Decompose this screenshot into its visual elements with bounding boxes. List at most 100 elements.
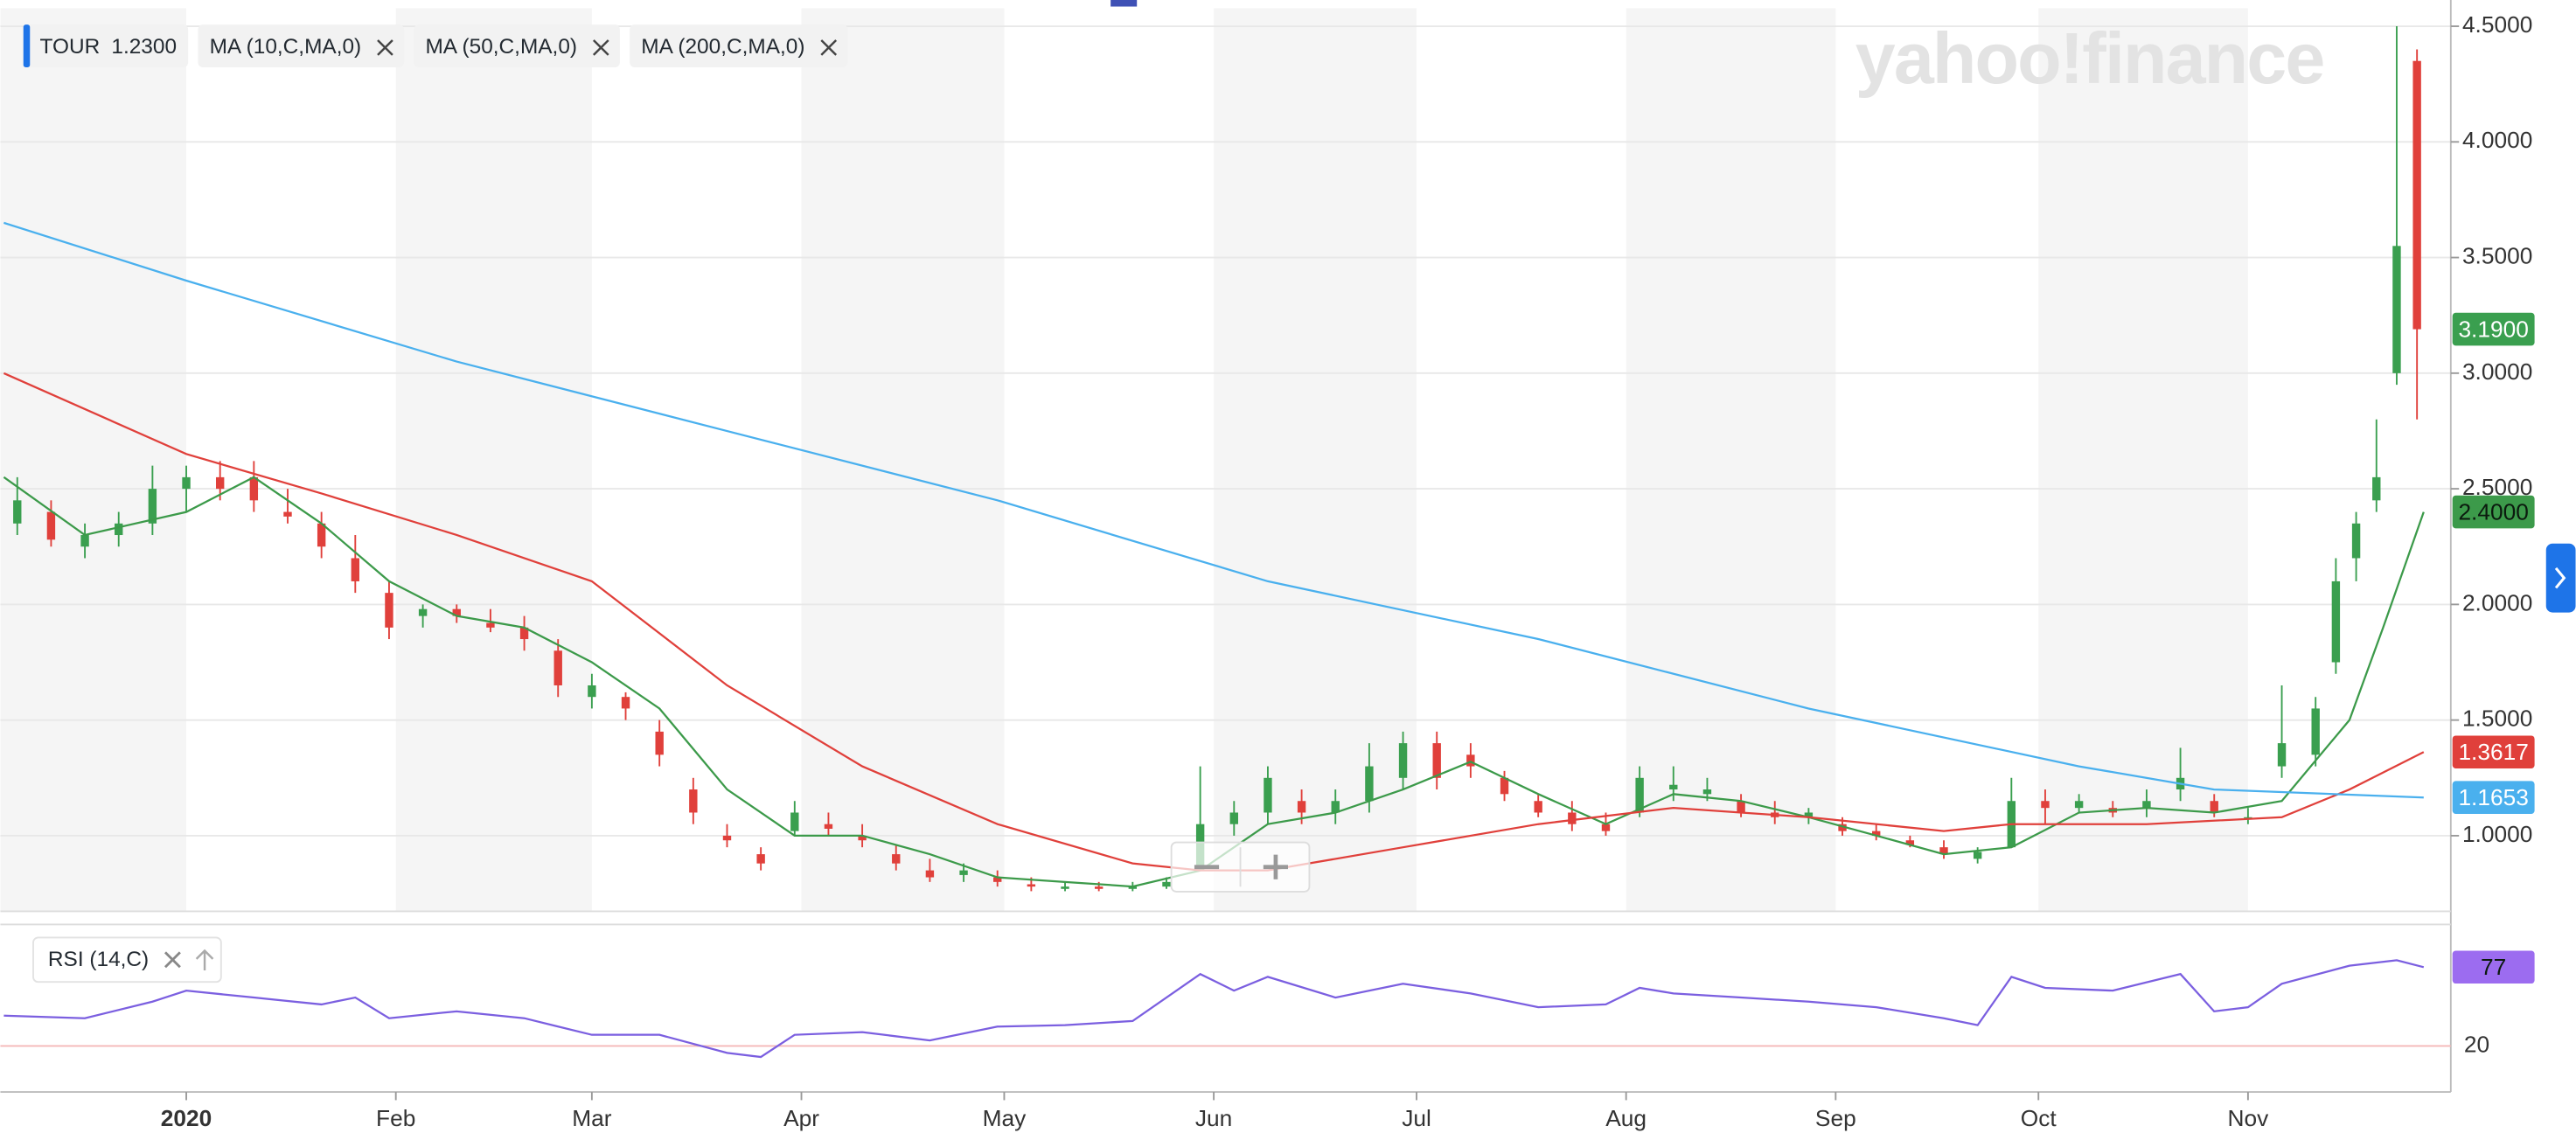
price-tag <box>2452 495 2535 529</box>
y-tick-label: 2.0000 <box>2462 589 2532 615</box>
chip-close[interactable] <box>592 39 609 56</box>
candle-body <box>1466 754 1475 767</box>
month-band <box>1626 8 1836 912</box>
chip-close[interactable] <box>377 39 393 56</box>
month-band <box>2038 8 2248 912</box>
candle-body <box>2074 801 2084 809</box>
x-tick-label: Sep <box>1815 1105 1856 1131</box>
legend-chip[interactable]: MA (10,C,MA,0) <box>198 24 405 68</box>
y-tick-label: 3.5000 <box>2462 243 2532 269</box>
candle-body <box>1905 840 1915 845</box>
candle-body <box>2372 476 2381 501</box>
series-line <box>3 959 2425 1059</box>
month-band <box>801 8 1005 912</box>
series-line <box>3 476 2425 888</box>
price-tag-label: 1.1653 <box>2458 784 2528 810</box>
candle-body <box>2351 523 2361 559</box>
candle-body <box>1027 884 1036 887</box>
candle-body <box>2392 246 2401 373</box>
candle-body <box>486 622 495 628</box>
candle-body <box>655 731 664 755</box>
y-tick-label: 3.0000 <box>2462 358 2532 385</box>
candle-body <box>722 835 732 841</box>
candle-body <box>13 500 22 524</box>
candle-body <box>1229 812 1238 824</box>
candle-body <box>959 870 968 875</box>
candle-body <box>2142 801 2151 809</box>
candle-body <box>892 854 901 864</box>
candle-body <box>588 685 596 698</box>
indicator-chip[interactable]: RSI (14,C) <box>32 936 222 984</box>
x-tick-label: Feb <box>376 1105 415 1131</box>
candle-body <box>283 511 292 517</box>
chip-close[interactable] <box>820 39 838 56</box>
candle-body <box>993 877 1002 882</box>
price-tag <box>2452 781 2535 814</box>
y-tick-label: 20 <box>2464 1031 2489 1057</box>
candle-body <box>1297 801 1306 813</box>
chip-bg[interactable] <box>198 24 405 68</box>
candle-body <box>1432 743 1441 778</box>
x-tick-label: Nov <box>2228 1105 2270 1131</box>
candle-body <box>1094 886 1104 889</box>
candle-body <box>756 854 765 864</box>
candle-body <box>1568 812 1577 824</box>
candle-body <box>858 835 867 841</box>
candle-body <box>1838 824 1847 831</box>
candle-body <box>2331 580 2341 663</box>
candle-body <box>2277 743 2287 767</box>
price-tag-label: 1.3617 <box>2458 739 2528 765</box>
legend-chip[interactable]: MA (200,C,MA,0) <box>630 24 848 68</box>
candle-body <box>925 870 935 878</box>
candle-body <box>1872 831 1881 836</box>
chip-bg[interactable] <box>630 24 848 68</box>
legend-chip[interactable]: TOUR 1.2300 <box>23 24 189 68</box>
candle-body <box>1162 881 1171 887</box>
candle-body <box>1973 851 1982 859</box>
x-tick-label: Apr <box>783 1105 819 1131</box>
candle-body <box>1534 801 1542 813</box>
candle-body <box>1365 766 1374 802</box>
candle-body <box>418 608 428 616</box>
x-tick-label: Jul <box>1402 1105 1431 1131</box>
legend-chip[interactable]: MA (50,C,MA,0) <box>414 24 620 68</box>
candle-body <box>1702 789 1712 795</box>
candle-body <box>317 523 326 547</box>
x-tick-label: Oct <box>2021 1105 2057 1131</box>
candle-body <box>1061 886 1069 889</box>
zoom-in[interactable] <box>1263 854 1288 879</box>
top-handle[interactable] <box>1110 0 1138 7</box>
candle-body <box>1669 784 1678 790</box>
y-tick-label: 4.0000 <box>2462 127 2532 153</box>
y-tick-label: 1.0000 <box>2462 821 2532 847</box>
month-band <box>1214 8 1417 912</box>
price-tag-label: 2.4000 <box>2458 498 2528 525</box>
candle-body <box>148 489 157 524</box>
chip-label: TOUR <box>40 35 101 59</box>
candle-body <box>249 476 259 501</box>
candle-body <box>215 476 225 490</box>
chip-bg[interactable] <box>414 24 620 68</box>
candle-body <box>1331 801 1340 813</box>
price-tag <box>2452 735 2535 769</box>
chip-bg[interactable] <box>32 936 222 984</box>
chip-up[interactable] <box>195 949 214 971</box>
series-line <box>3 221 2424 799</box>
candle-body <box>1398 743 1408 778</box>
x-tick-label: Jun <box>1195 1105 1232 1131</box>
candle-body <box>182 476 191 490</box>
price-tag <box>2452 950 2535 984</box>
candle-body <box>1737 801 1745 813</box>
expand-button-bg[interactable] <box>2545 543 2576 613</box>
candle-body <box>2311 708 2320 755</box>
chip-close[interactable] <box>164 951 181 969</box>
chip-bg[interactable] <box>23 24 189 68</box>
x-tick-label: Aug <box>1605 1105 1647 1131</box>
candle-body <box>689 789 698 813</box>
candle-body <box>1939 847 1948 855</box>
candle-body <box>790 812 799 831</box>
expand-button[interactable] <box>2545 543 2576 613</box>
x-tick-label: Mar <box>572 1105 612 1131</box>
